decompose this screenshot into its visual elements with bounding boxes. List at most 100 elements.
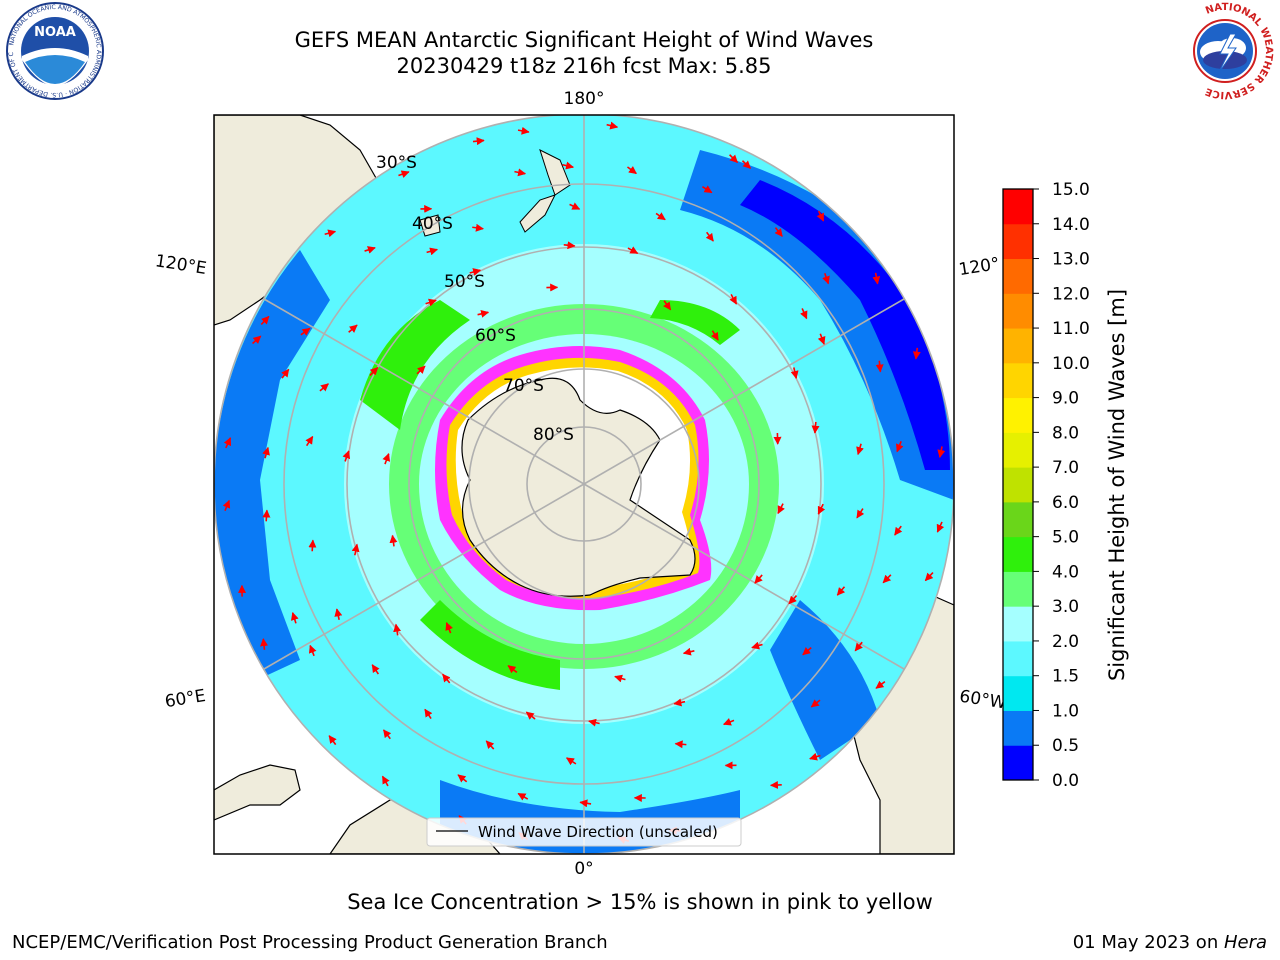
wave-direction-arrow: [682, 647, 695, 656]
nws-logo: NATIONAL WEATHER SERVICE: [1177, 2, 1274, 100]
wave-direction-arrow: [563, 241, 576, 250]
legend-label: Wind Wave Direction (unscaled): [478, 823, 718, 841]
wave-direction-arrow: [290, 612, 299, 624]
lon-label-right-lower: 60°W: [958, 687, 1008, 714]
wave-direction-arrow: [381, 775, 390, 787]
wave-direction-arrow: [673, 698, 686, 707]
map-frame: [213, 114, 955, 855]
credit-date-text: 01 May 2023 on: [1072, 932, 1224, 953]
wave-direction-arrow: [382, 729, 392, 740]
wave-direction-arrow: [854, 641, 863, 652]
colorbar-tick-label: 4.0: [1052, 562, 1079, 582]
colorbar-band: [1003, 432, 1033, 468]
wave-direction-arrow: [896, 441, 904, 453]
wave-direction-arrow: [674, 740, 687, 749]
wave-direction-arrow: [517, 126, 530, 135]
chart-title: GEFS MEAN Antarctic Significant Height o…: [294, 28, 874, 52]
lat-label-60s: 60°S: [475, 326, 516, 346]
colorbar-frame: [1002, 188, 1034, 781]
wave-direction-arrow: [485, 740, 495, 750]
wave-direction-arrow: [655, 212, 666, 221]
colorbar-tick-label: 0.5: [1052, 736, 1079, 756]
wave-direction-arrow: [822, 272, 830, 285]
wave-direction-arrow: [425, 298, 437, 307]
wave-direction-arrow: [262, 509, 271, 522]
wave-direction-arrow: [517, 792, 529, 801]
wave-direction-arrow: [856, 508, 865, 519]
wave-direction-arrow: [875, 680, 886, 689]
wave-direction-arrow: [507, 665, 518, 674]
wave-direction-arrow: [565, 757, 577, 766]
wave-direction-arrow: [260, 315, 270, 326]
lon-label-right-upper: 120°: [957, 254, 1001, 280]
colorbar-band: [1003, 536, 1033, 572]
wave-direction-arrow: [342, 450, 351, 462]
wave-direction-arrow: [469, 268, 482, 276]
credit-machine: Hera: [1223, 932, 1267, 953]
wave-direction-arrow: [817, 333, 826, 345]
new-zealand: [519, 149, 571, 233]
colorbar-tick-label: 8.0: [1052, 423, 1079, 443]
wave-direction-arrow: [729, 293, 738, 305]
wave-direction-arrow: [260, 638, 269, 650]
graticule: [214, 115, 954, 854]
wave-direction-arrow: [817, 503, 826, 515]
colorbar-tick-label: 0.0: [1052, 771, 1079, 791]
wave-direction-arrow: [741, 160, 752, 169]
colorbar-band: [1003, 640, 1033, 677]
wave-direction-arrow: [627, 246, 639, 255]
wave-direction-arrow: [937, 446, 946, 458]
wave-direction-arrow: [351, 543, 360, 556]
colorbar-band: [1003, 675, 1033, 711]
colorbar-tick-label: 7.0: [1052, 458, 1079, 478]
colorbar-tick-label: 6.0: [1052, 493, 1079, 513]
lat-label-80s: 80°S: [533, 425, 574, 445]
colorbar-band: [1003, 467, 1033, 503]
lat-label-40s: 40°S: [412, 214, 453, 234]
colorbar-tick-label: 1.5: [1052, 667, 1079, 687]
wave-direction-arrow: [223, 437, 232, 449]
wave-direction-arrow: [754, 574, 763, 584]
colorbar-band: [1003, 223, 1033, 260]
wave-direction-arrow: [856, 443, 864, 456]
wave-direction-arrow: [626, 166, 637, 175]
wave-direction-arrow: [281, 368, 290, 379]
wave-direction-arrow: [614, 674, 626, 683]
wave-direction-arrow: [445, 622, 453, 634]
colorbar-band: [1003, 397, 1033, 433]
wave-direction-arrow: [788, 595, 798, 605]
wave-direction-arrow: [457, 774, 468, 783]
wave-direction-arrow: [382, 452, 391, 465]
wave-direction-arrow: [328, 735, 337, 746]
wave-direction-arrow: [308, 644, 317, 657]
wave-direction-arrow: [810, 699, 821, 708]
wave-direction-arrow: [334, 608, 343, 620]
wave-direction-arrow: [710, 330, 719, 341]
wave-direction-arrow: [751, 641, 763, 650]
colorbar-tick-label: 11.0: [1052, 319, 1090, 339]
wave-direction-arrow: [252, 335, 262, 345]
credit-date: 01 May 2023 on Hera: [1073, 932, 1267, 953]
map-legend: Wind Wave Direction (unscaled): [426, 817, 742, 847]
wave-direction-arrow: [348, 324, 358, 333]
wave-direction-arrow: [912, 347, 921, 360]
wave-direction-arrow: [369, 366, 379, 376]
wave-direction-arrow: [777, 503, 785, 515]
wave-direction-arrow: [393, 623, 402, 636]
wave-direction-arrow: [875, 360, 884, 373]
colorbar-band: [1003, 362, 1033, 399]
wave-direction-arrow: [477, 309, 490, 318]
colorbar-tick-label: 1.0: [1052, 701, 1079, 721]
wave-direction-arrow: [872, 272, 881, 285]
lon-label-left-upper: 120°E: [154, 251, 208, 279]
wave-direction-arrow: [800, 308, 808, 320]
wave-direction-arrow: [371, 664, 380, 675]
colorbar-label-line1: Significant Height of Wind Waves [m]: [1105, 289, 1129, 681]
wave-direction-arrow: [514, 168, 527, 177]
wave-direction-arrow: [811, 421, 820, 434]
wave-direction-arrow: [663, 300, 672, 311]
wave-direction-arrow: [300, 327, 311, 336]
svg-text:NOAA: NOAA: [34, 25, 76, 40]
wave-direction-arrow: [472, 223, 484, 232]
wave-direction-arrow: [262, 446, 270, 459]
